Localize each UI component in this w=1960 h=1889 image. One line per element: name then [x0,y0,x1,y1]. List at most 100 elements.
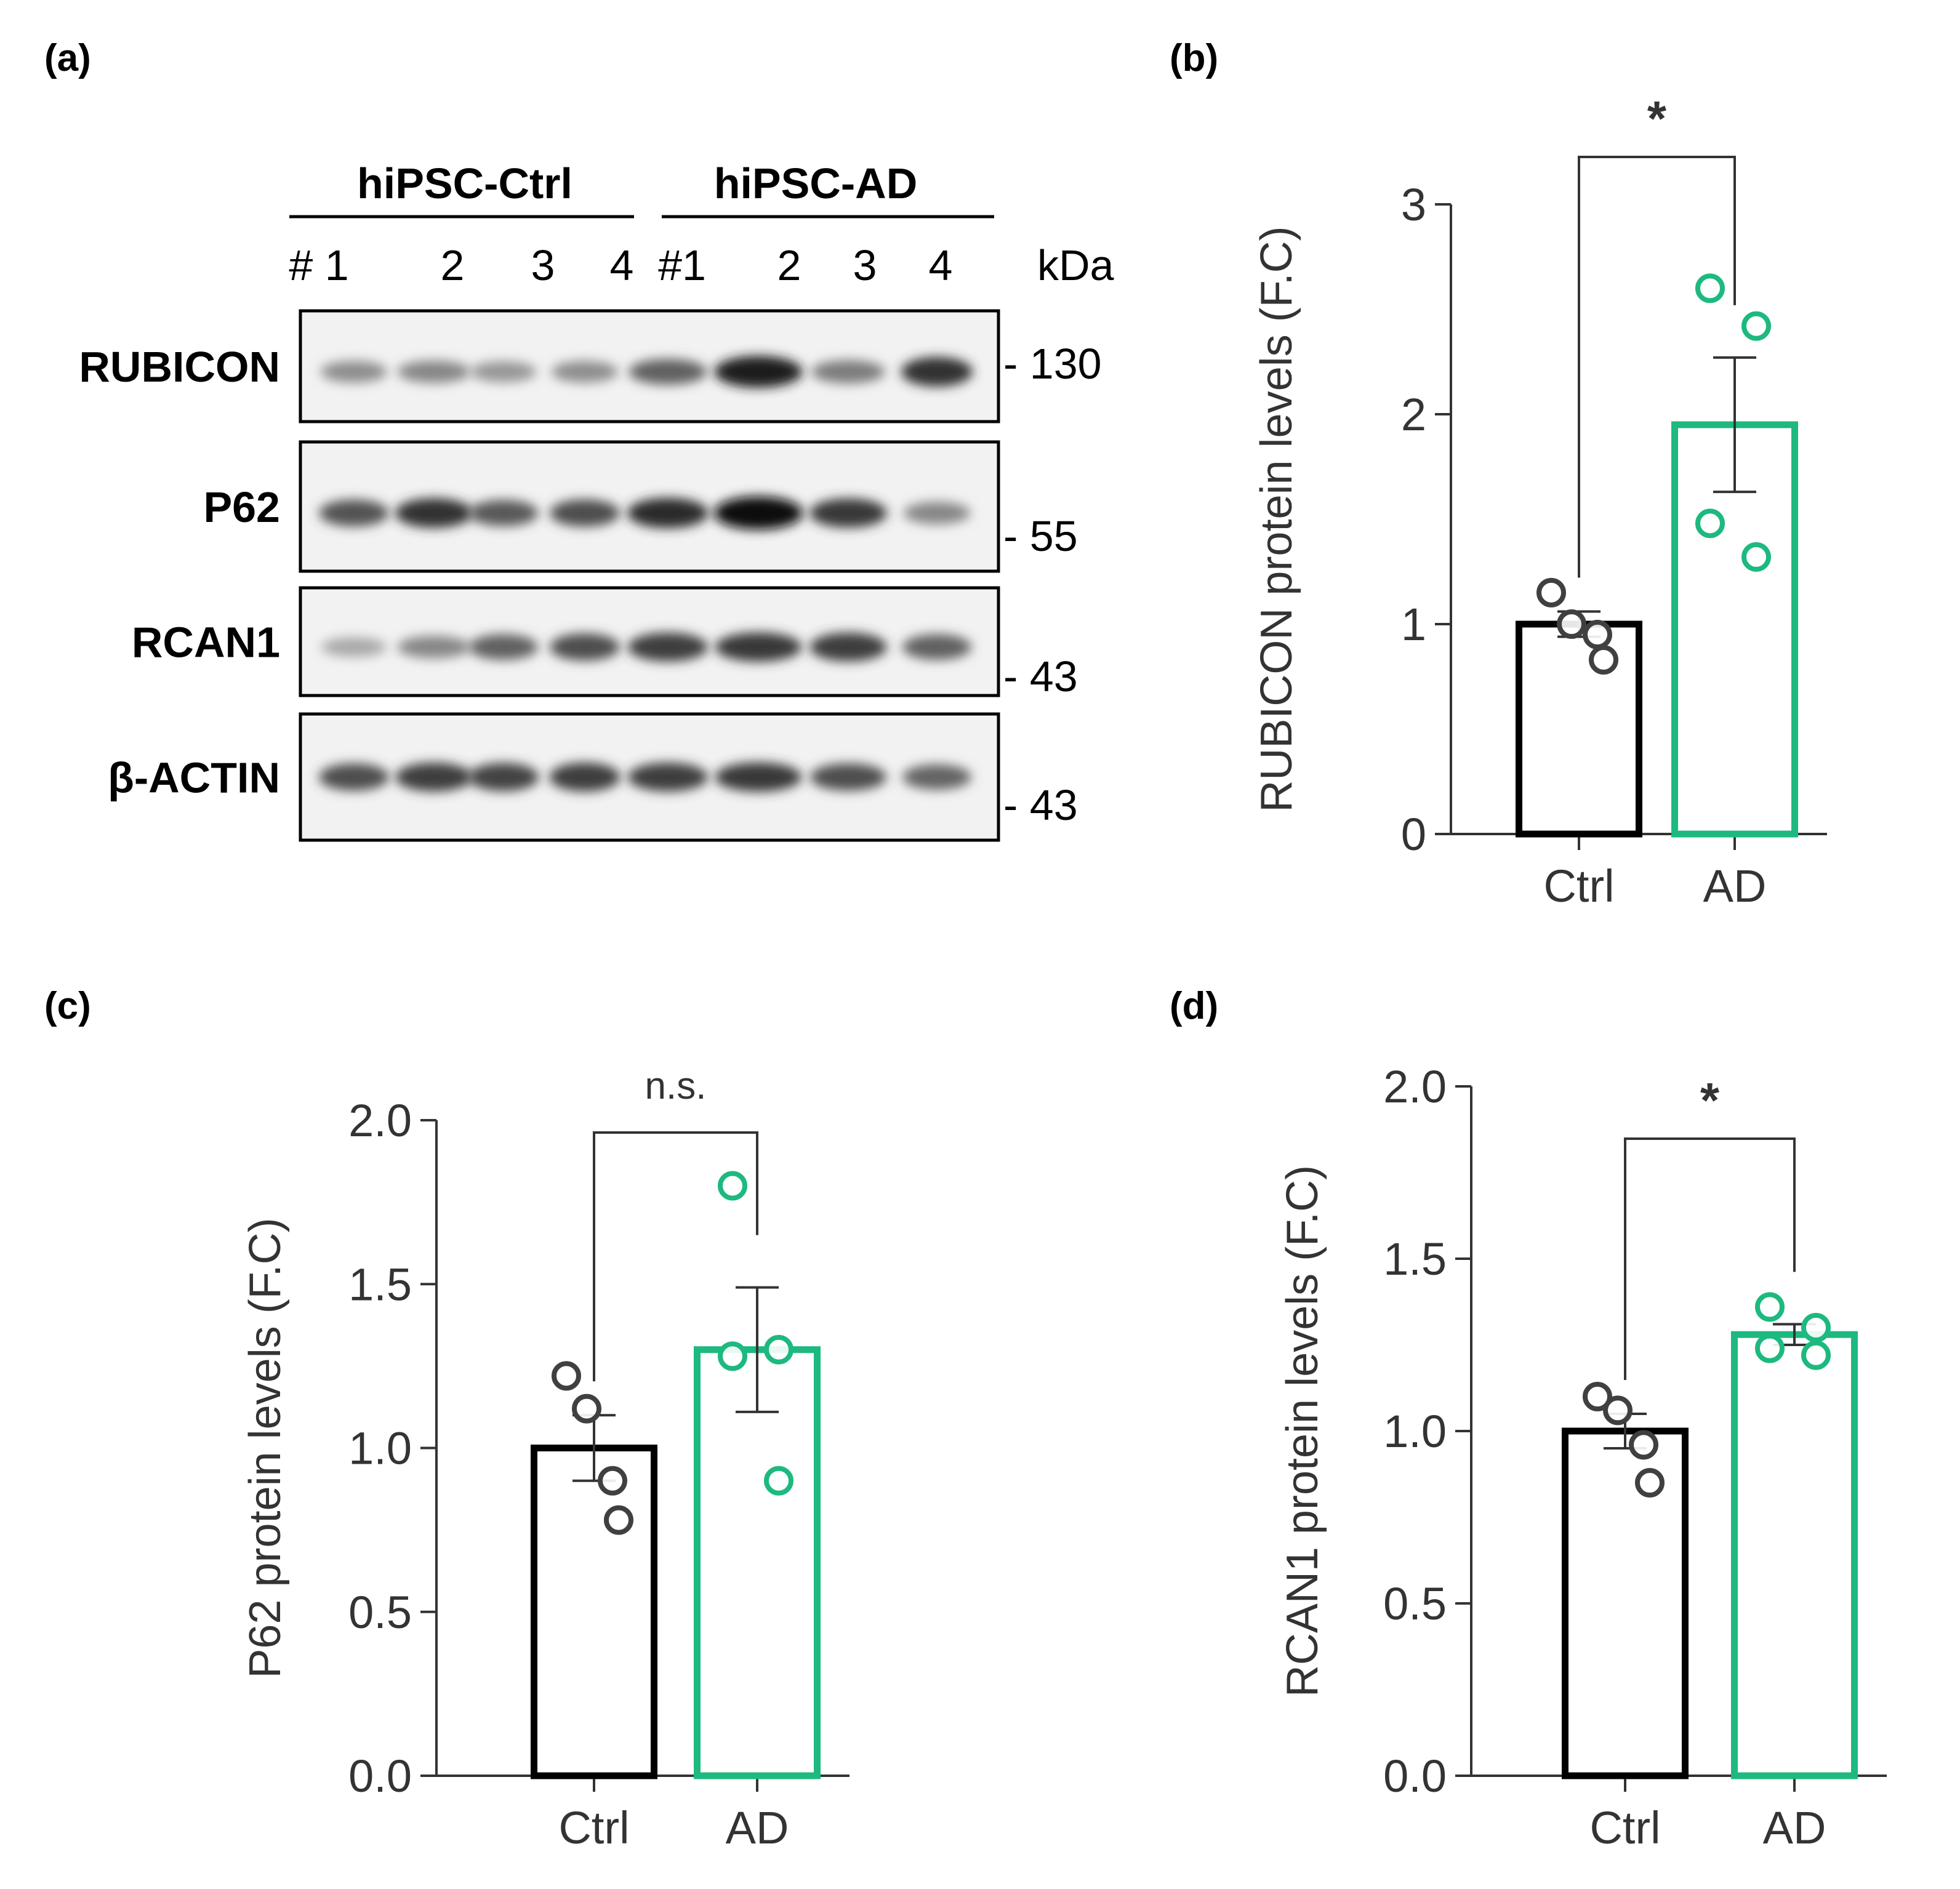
protein-label: RUBICON [79,343,280,391]
blot-band [468,634,539,660]
data-point [572,1394,601,1424]
blot-band [470,361,537,383]
bar-ad [1731,1331,1858,1779]
data-point [718,1171,747,1201]
bar-ctrl [531,1445,657,1779]
blot-band [321,637,387,657]
panel-label-a: (a) [44,37,91,79]
blot-band [397,636,471,659]
protein-label: β-ACTIN [108,754,280,802]
blot-strips: RUBICON - 130 P62 - 55 RCAN1 - 43 β-ACTIN - 43 [79,309,1102,842]
protein-label: P62 [203,483,280,531]
significance-label: * [1647,91,1667,146]
blot-band [549,763,621,792]
y-tick-label: 0.5 [348,1587,412,1638]
x-tick-label: Ctrl [1543,860,1614,912]
blot-band [713,496,803,530]
data-point [1755,1292,1785,1322]
lane-label: 3 [853,241,877,289]
y-tick-label: 2.0 [348,1095,412,1146]
y-tick-label: 3 [1401,179,1426,230]
kda-marker: - 43 [1003,652,1078,700]
data-point [1695,508,1725,539]
y-tick-label: 0 [1401,809,1426,860]
blot-band [811,360,885,383]
blot-band [395,498,473,528]
blot-band [714,356,803,388]
significance-label: * [1700,1073,1720,1128]
data-point [718,1341,747,1371]
data-point [1583,1382,1612,1411]
bar-ad [694,1346,821,1779]
y-tick-label: 1.5 [348,1259,412,1310]
data-point [1589,644,1618,675]
data-point [764,1334,793,1365]
chart-1: 0.0 0.5 1.0 1.5 2.0 Ctrl AD P62 protein levels … [241,1065,849,1853]
y-axis-title: RCAN1 protein levels (F.C) [1278,1165,1327,1697]
blot-band [809,498,887,528]
significance-bracket [1624,1137,1796,1380]
lane-label: 4 [929,241,953,289]
y-tick-label: 0.0 [348,1751,412,1802]
y-tick-label: 0.5 [1383,1578,1447,1629]
data-point [1801,1313,1831,1342]
panel-label-b: (b) [1170,37,1218,79]
significance-bracket [593,1131,758,1382]
lane-label: 2 [441,241,465,289]
data-point [1695,273,1725,303]
lane-label: #1 [658,241,706,289]
chart-0: 0 1 2 3 Ctrl AD RUBICON protein levels (F.C) * [1252,91,1827,912]
y-tick-label: 0.0 [1383,1751,1447,1802]
lane-label: 4 [610,241,634,289]
lane-label: 2 [777,241,801,289]
x-tick-label: Ctrl [558,1802,629,1853]
data-point [1629,1430,1658,1460]
blot-band [902,634,972,660]
group-label-ctrl: hiPSC-Ctrl [357,159,572,207]
data-point [1755,1333,1785,1363]
bar-ctrl [1516,620,1642,838]
blot-band [627,497,709,529]
blot-band [627,632,709,662]
data-point [1801,1340,1831,1370]
data-point [1603,1395,1633,1426]
lane-label: # 1 [289,241,348,289]
blot-band [809,632,887,662]
y-tick-label: 1.5 [1383,1233,1447,1285]
x-tick-label: Ctrl [1589,1802,1660,1853]
blot-band [715,632,802,662]
x-tick-label: AD [1703,860,1767,912]
data-point [598,1466,627,1496]
bar-ctrl [1562,1427,1689,1779]
y-tick-label: 1.0 [1383,1406,1447,1457]
lane-label: 3 [531,241,555,289]
kda-label: kDa [1037,241,1114,289]
significance-bracket [1578,156,1736,578]
blot-band [551,361,619,383]
panel-label-c: (c) [44,985,91,1027]
kda-marker: - 55 [1003,512,1078,560]
data-point [1741,542,1771,572]
data-point [1583,620,1612,650]
y-axis-title: P62 protein levels (F.C) [241,1217,290,1678]
group-label-ad: hiPSC-AD [714,159,918,207]
data-point [1741,311,1771,341]
x-tick-label: AD [1763,1802,1826,1853]
significance-label: n.s. [645,1065,707,1107]
kda-marker: - 43 [1003,781,1078,829]
blot-band [468,500,539,526]
blot-band [397,360,471,383]
kda-marker: - 130 [1003,340,1102,388]
blot-band [902,764,971,790]
data-point [764,1466,793,1496]
blot-band [629,359,707,385]
blot-band [715,762,802,792]
data-point [1557,609,1586,639]
blot-band [395,763,473,792]
data-point [1536,577,1566,608]
blot-band [901,356,973,387]
western-blot: hiPSC-Ctrl hiPSC-AD # 1 2 3 4 #1 2 3 4 k… [79,159,1114,842]
blot-band [320,361,388,383]
blot-band [627,763,709,792]
